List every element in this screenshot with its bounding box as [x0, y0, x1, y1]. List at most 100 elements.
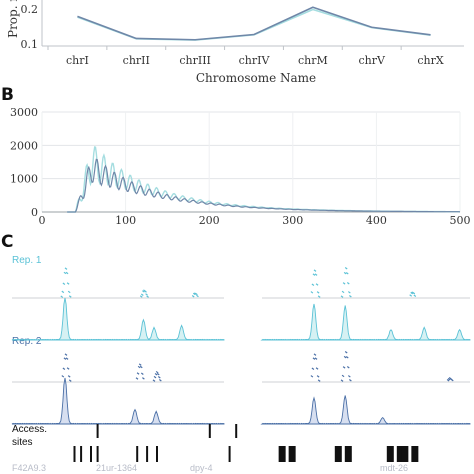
access-site-block — [344, 446, 352, 462]
access-site-block — [386, 446, 394, 462]
track-signal-dash — [343, 271, 347, 275]
access-site-block — [334, 446, 342, 462]
track-signal-dash — [316, 375, 320, 378]
panel-a-series-line — [77, 6, 431, 41]
panel-b-series — [67, 146, 460, 213]
track-signal-dash — [315, 367, 319, 370]
track-signal-dash — [136, 372, 140, 375]
track-signal-dash — [312, 273, 316, 276]
track-signal-dash — [63, 357, 67, 360]
track-signal-dash — [154, 373, 158, 376]
panel-b-x-ticks: 0 100 200 300 400 500 — [39, 214, 471, 227]
panel-b-xtick-label: 500 — [450, 214, 471, 227]
access-site-block — [278, 446, 286, 462]
track-signal-dash — [346, 281, 350, 285]
track-signal-dash — [68, 379, 72, 382]
track-signal-dash — [313, 353, 317, 356]
panel-b-xtick-label: 200 — [199, 214, 220, 227]
track-signal-dash — [66, 282, 70, 285]
track-signal-dash — [410, 291, 414, 295]
track-signal-dash — [314, 273, 318, 276]
access-site-block — [401, 446, 409, 462]
track-signal-dash — [346, 365, 350, 369]
track-signal-dash — [312, 357, 316, 360]
track-signal-dash — [317, 379, 321, 382]
track-signal-dash — [152, 379, 156, 382]
gene-labels: F42A9.3 21ur-1364 dpy-4 mdt-26 — [12, 463, 408, 473]
track-signal-dash — [341, 374, 345, 378]
track-signal-dash — [66, 367, 70, 370]
gene-label: 21ur-1364 — [96, 463, 137, 473]
panel-b-letter: B — [1, 85, 14, 105]
panel-a-xtick-label: chrX — [417, 54, 444, 67]
track-signal-dash — [192, 292, 196, 296]
access-site-mark — [96, 446, 99, 462]
panel-a-series — [77, 6, 431, 41]
track-signal-dash — [311, 283, 315, 286]
track-signal-dash — [314, 357, 318, 360]
panel-b-xtick-label: 100 — [115, 214, 136, 227]
track-signal-dash — [135, 377, 139, 380]
track-signal-dash — [196, 294, 199, 298]
panel-a-y-label: Prop. re — [6, 0, 20, 38]
track-signal-dash — [347, 291, 351, 294]
track-signal-dash — [64, 353, 68, 356]
panel-b-ytick-label: 1000 — [10, 173, 38, 186]
access-site-block — [396, 446, 404, 462]
track-signal-dash — [310, 375, 314, 378]
panel-a-xtick-label: chrM — [298, 54, 328, 67]
track-signal-dash — [61, 290, 65, 294]
track-signal-dash — [153, 375, 157, 379]
track-signal-dash — [446, 379, 450, 382]
access-site-block — [288, 446, 296, 462]
track-signal-dash — [155, 370, 159, 374]
rep2-label: Rep. 2 — [12, 336, 42, 347]
panel-b-y-ticks: 0 1000 2000 3000 — [10, 106, 38, 219]
track-signal-dash — [344, 267, 348, 270]
access-site-mark — [146, 446, 149, 462]
track-signal-dash — [345, 355, 349, 359]
track-signal-dash — [313, 269, 317, 272]
panel-b-series-line — [67, 158, 460, 213]
track-signal-dash — [67, 375, 71, 378]
access-site-mark — [96, 424, 99, 438]
track-signal-dash — [68, 295, 72, 298]
panel-c-letter: C — [1, 232, 13, 252]
access-label-line2: sites — [12, 437, 33, 448]
track-signal-dash — [137, 365, 141, 369]
track-signal-dash — [345, 271, 349, 275]
track-signal-dash — [317, 295, 321, 298]
track-signal-dash — [144, 290, 147, 293]
track-signal-dash — [60, 295, 64, 298]
track-signal-dash — [62, 282, 66, 285]
track-signal-dash — [67, 290, 71, 294]
track-signal-dash — [157, 376, 161, 379]
panel-b-ytick-label: 0 — [31, 206, 38, 219]
access-site-mark — [73, 446, 76, 462]
track-signal-dash — [195, 292, 198, 296]
track-signal-dash — [450, 378, 454, 382]
track-signal-dash — [311, 367, 315, 370]
access-site-mark — [235, 424, 238, 438]
access-site-block — [411, 446, 419, 462]
panel-a: Prop. re 0.1 0.2 chrI chrII chrIII chrIV chr… — [6, 0, 464, 85]
rep1-label: Rep. 1 — [12, 255, 42, 266]
track-signal-dash — [413, 294, 417, 297]
panel-b-grid — [41, 111, 461, 213]
access-site-mark — [228, 446, 231, 462]
track-signal-dash — [64, 267, 68, 270]
track-signal-dash — [156, 372, 160, 376]
track-signal-area — [11, 377, 225, 425]
panel-b-ytick-label: 2000 — [10, 139, 38, 152]
track-signal-dash — [142, 377, 145, 380]
panel-b-xtick-label: 0 — [39, 214, 46, 227]
track-signal-dash — [340, 379, 344, 382]
panel-a-xtick-label: chrII — [123, 54, 150, 67]
panel-b-xtick-label: 400 — [366, 214, 387, 227]
access-site-mark — [90, 446, 92, 462]
track-signal-dash — [342, 366, 346, 369]
track-signal-dash — [343, 355, 347, 359]
track-signal-area — [260, 303, 471, 341]
track-signal-dash — [142, 290, 145, 293]
panel-a-xtick-label: chrIV — [239, 54, 271, 67]
